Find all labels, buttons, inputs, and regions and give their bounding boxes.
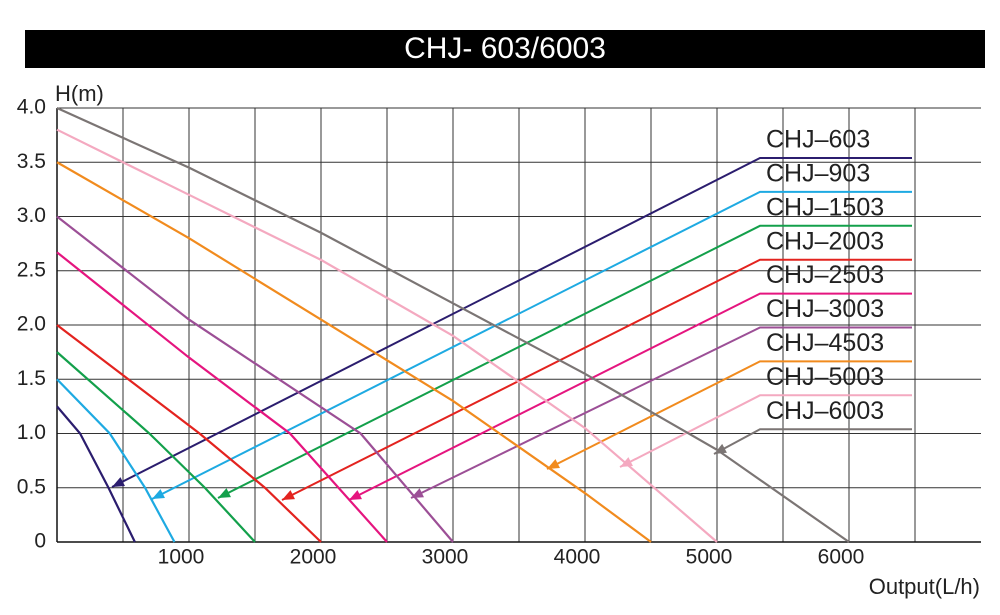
y-axis-label: H(m) xyxy=(55,81,104,106)
x-tick-label: 6000 xyxy=(818,546,865,569)
curve xyxy=(56,215,454,543)
curve xyxy=(56,324,322,543)
legend-arrow xyxy=(547,459,560,469)
curve xyxy=(56,405,136,543)
y-tick-label: 2.0 xyxy=(17,313,46,336)
y-tick-label: 0.5 xyxy=(17,475,46,498)
legend-label: CHJ–603 xyxy=(766,126,870,154)
legend-leader xyxy=(281,258,912,501)
y-tick-label: 0 xyxy=(34,530,46,553)
legend-arrow xyxy=(112,477,125,487)
legend-leader xyxy=(348,292,912,501)
legend-label: CHJ–903 xyxy=(766,160,870,188)
y-tick-label: 4.0 xyxy=(17,96,46,119)
legend-label: CHJ–5003 xyxy=(766,363,884,391)
legend-label: CHJ–1503 xyxy=(766,193,884,221)
legend-arrow xyxy=(349,490,362,500)
curve xyxy=(56,106,850,543)
legend-label: CHJ–2503 xyxy=(766,261,884,289)
legend-leader xyxy=(151,190,912,500)
legend-leader xyxy=(713,428,912,455)
legend-leader xyxy=(410,326,912,499)
x-tick-label: 1000 xyxy=(158,546,205,569)
legend-arrow xyxy=(218,488,231,498)
legend-leader xyxy=(111,157,912,488)
legend-arrow xyxy=(411,488,424,498)
y-tick-label: 3.0 xyxy=(17,204,46,227)
legend-leader xyxy=(546,360,912,470)
chart-title: CHJ- 603/6003 xyxy=(404,32,606,65)
legend-arrow xyxy=(714,443,727,454)
x-tick-label: 3000 xyxy=(422,546,469,569)
y-tick-label: 1.0 xyxy=(17,421,46,444)
curve xyxy=(56,251,388,543)
curve xyxy=(56,378,176,543)
legend-arrow xyxy=(620,457,633,467)
legend-arrow xyxy=(282,490,295,500)
x-tick-label: 2000 xyxy=(290,546,337,569)
x-tick-label: 5000 xyxy=(686,546,733,569)
legend-label: CHJ–4503 xyxy=(766,329,884,357)
x-axis-label: Output(L/h) xyxy=(869,574,980,599)
legend-leader xyxy=(217,224,912,499)
y-tick-label: 1.5 xyxy=(17,367,46,390)
legend-label: CHJ–6003 xyxy=(766,397,884,425)
title-bar xyxy=(25,30,985,68)
legend-label: CHJ–2003 xyxy=(766,227,884,255)
curve xyxy=(56,161,652,543)
curve xyxy=(56,351,256,543)
legend-leader xyxy=(619,394,912,468)
curve xyxy=(56,128,718,543)
legend-label: CHJ–3003 xyxy=(766,295,884,323)
x-tick-label: 4000 xyxy=(554,546,601,569)
legend-arrow xyxy=(152,489,165,499)
y-tick-label: 3.5 xyxy=(17,150,46,173)
y-tick-label: 2.5 xyxy=(17,258,46,281)
